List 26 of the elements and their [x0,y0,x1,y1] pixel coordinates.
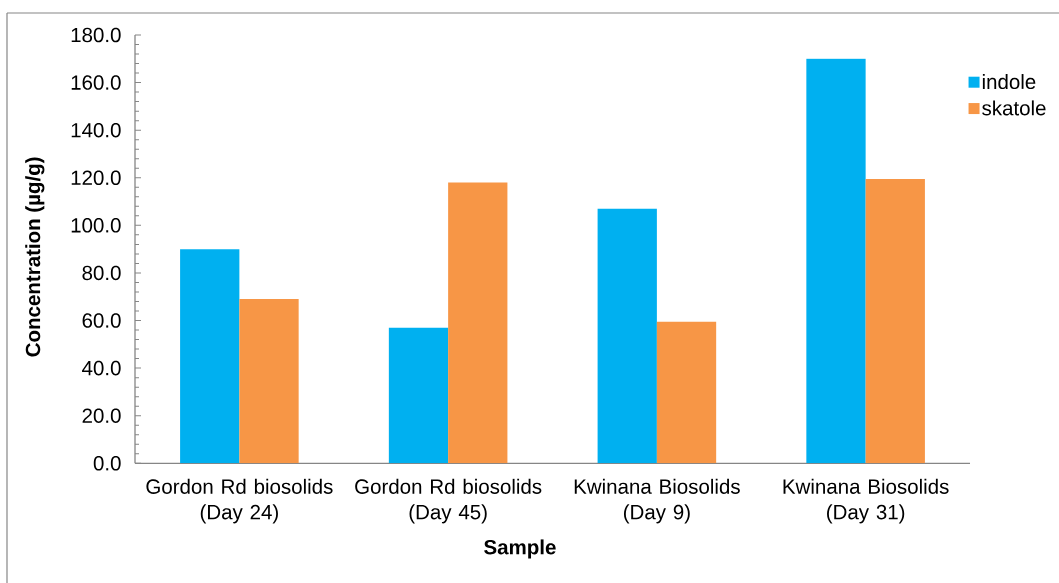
x-tick-label: Kwinana Biosolids (Day 9) [574,478,740,524]
bar [865,178,925,464]
y-tick-label: 80.0 [82,265,121,281]
bar [656,321,717,464]
bar [597,208,657,464]
y-tick-label: 60.0 [82,313,121,328]
y-tick-label: 20.0 [82,408,121,423]
y-tick-label: 180.0 [71,27,121,43]
bar [239,299,299,464]
y-axis-title: Concentration (µg/g) [25,157,45,357]
y-tick-label: 120.0 [71,170,121,186]
bar [806,58,866,464]
y-tick-label: 0.0 [93,456,121,471]
bar [180,249,240,464]
x-tick-label: Gordon Rd biosolids (Day 24) [146,478,333,524]
legend-label: skatole [982,100,1046,116]
bar [388,327,449,464]
y-tick-label: 160.0 [71,75,121,90]
x-tick-label: Gordon Rd biosolids (Day 45) [355,478,542,524]
y-tick-label: 100.0 [71,218,121,233]
legend-label: indole [982,74,1036,90]
x-tick-label: Kwinana Biosolids (Day 31) [783,478,949,524]
bar [448,182,508,464]
y-tick-label: 140.0 [71,122,121,138]
x-axis-title: Sample [484,539,556,559]
y-tick-label: 40.0 [82,360,121,376]
